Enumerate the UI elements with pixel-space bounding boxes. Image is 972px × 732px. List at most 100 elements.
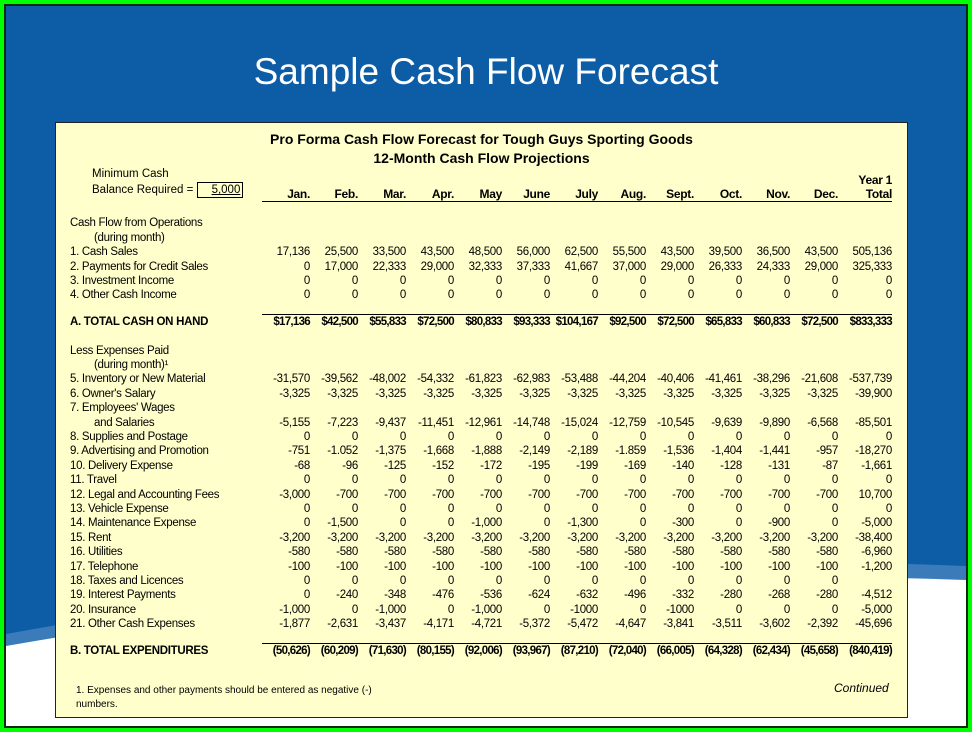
- cell-value: -4,721: [471, 618, 502, 631]
- cell-value: -580: [720, 546, 742, 559]
- cell-value: -280: [816, 589, 838, 602]
- cell-value: -700: [432, 488, 454, 501]
- cell-value: 0: [639, 603, 646, 616]
- spacer: [646, 631, 694, 644]
- cell-value: (80,155): [416, 644, 455, 657]
- cell-value: -131: [768, 459, 790, 472]
- column-header: Sept.: [646, 187, 694, 203]
- row-label: 17. Telephone: [70, 560, 139, 573]
- cell-value: -87: [822, 459, 838, 472]
- cell-value: 0: [687, 431, 694, 444]
- cell-value: -1,888: [471, 445, 502, 458]
- cell-value: 0: [447, 275, 454, 288]
- row-label: 2. Payments for Credit Sales: [70, 260, 208, 273]
- cell-value: 24,333: [756, 260, 791, 273]
- cell-value: -580: [432, 546, 454, 559]
- row-label: [70, 329, 262, 343]
- spacer: [358, 329, 406, 343]
- cell-value: 0: [495, 474, 502, 487]
- spacer: [358, 231, 406, 245]
- cell-value: 0: [783, 275, 790, 288]
- cell-value: 0: [639, 431, 646, 444]
- cell-value: $80,833: [465, 316, 502, 329]
- cell-value: -12,759: [609, 416, 646, 429]
- cell-value: -1,404: [711, 445, 742, 458]
- cell-value: -128: [720, 459, 742, 472]
- cell-value: -100: [288, 560, 310, 573]
- cell-value: -700: [480, 488, 502, 501]
- spacer: [742, 216, 790, 230]
- cell-value: 0: [543, 431, 550, 444]
- row-label: 19. Interest Payments: [70, 589, 176, 602]
- spacer: [310, 329, 358, 343]
- cell-value: 0: [543, 574, 550, 587]
- row-label: 21. Other Cash Expenses: [70, 618, 195, 631]
- cell-value: -5,000: [861, 603, 892, 616]
- cell-value: -3,325: [759, 387, 790, 400]
- spacer: [790, 231, 838, 245]
- cell-value: -580: [576, 546, 598, 559]
- row-label: A. TOTAL CASH ON HAND: [70, 315, 209, 328]
- spacer: [454, 173, 502, 187]
- cell-value: (64,328): [704, 644, 743, 657]
- column-header: Aug.: [598, 187, 646, 203]
- row-label: 15. Rent: [70, 531, 112, 544]
- spacer: [502, 344, 550, 358]
- spacer: [406, 231, 454, 245]
- cell-value: -31,570: [273, 373, 310, 386]
- cell-value: $72,500: [657, 316, 694, 329]
- spacer: [454, 231, 502, 245]
- spacer: [550, 358, 598, 372]
- spacer: [598, 358, 646, 372]
- cell-value: -332: [672, 589, 694, 602]
- row-label: 1. Cash Sales: [70, 246, 138, 259]
- cell-value: -96: [342, 459, 358, 472]
- cell-value: 0: [735, 574, 742, 587]
- spacer: [790, 344, 838, 358]
- spacer: [550, 401, 598, 415]
- cell-value: 26,333: [708, 260, 743, 273]
- spacer: [550, 302, 598, 316]
- cell-value: 0: [447, 503, 454, 515]
- cell-value: -1,877: [279, 618, 310, 631]
- spacer: [790, 631, 838, 644]
- cell-value: -1,000: [471, 603, 502, 616]
- row-label: 14. Maintenance Expense: [70, 517, 197, 530]
- cell-value: -100: [816, 560, 838, 573]
- cell-value: 0: [303, 275, 310, 288]
- cell-value: -199: [576, 459, 598, 472]
- cell-value: -900: [768, 517, 790, 530]
- cell-value: -536: [480, 589, 502, 602]
- cell-value: -2,392: [807, 618, 838, 631]
- cell-value: -1,000: [279, 603, 310, 616]
- cell-value: -1,500: [327, 517, 358, 530]
- cell-value: -700: [624, 488, 646, 501]
- cell-value: 0: [495, 503, 502, 515]
- table-row: (during month)¹: [70, 358, 892, 372]
- cell-value: -100: [480, 560, 502, 573]
- min-cash-input[interactable]: 5,000: [197, 182, 244, 198]
- cell-value: -100: [384, 560, 406, 573]
- cell-value: -53,488: [561, 373, 598, 386]
- cell-value: 0: [543, 517, 550, 530]
- cell-value: 505,136: [852, 246, 893, 259]
- cell-value: 0: [735, 603, 742, 616]
- cell-value: (50,626): [272, 644, 311, 657]
- spacer: [742, 329, 790, 343]
- spacer: [502, 358, 550, 372]
- spacer: [838, 358, 892, 372]
- cell-value: $72,500: [417, 316, 454, 329]
- cell-value: 0: [351, 275, 358, 288]
- spacer: [310, 401, 358, 415]
- cell-value: 0: [399, 574, 406, 587]
- cell-value: 0: [639, 503, 646, 515]
- cell-value: 0: [447, 431, 454, 444]
- row-label: 5. Inventory or New Material: [70, 373, 206, 386]
- min-cash-label-2: Balance Required =: [92, 184, 194, 196]
- cell-value: -6,960: [861, 546, 892, 559]
- cell-value: (840,419): [849, 644, 893, 657]
- row-label: 3. Investment Income: [70, 275, 174, 288]
- cell-value: -62,983: [513, 373, 550, 386]
- cell-value: -580: [768, 546, 790, 559]
- cell-value: 0: [639, 574, 646, 587]
